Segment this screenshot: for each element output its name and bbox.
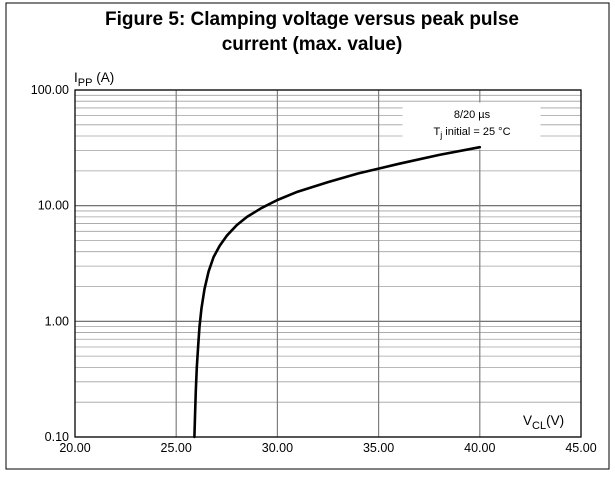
y-axis-ticks: 0.10 1.00 10.00 100.00	[31, 83, 69, 444]
x-tick-label: 30.00	[262, 441, 293, 455]
x-tick-label: 35.00	[363, 441, 394, 455]
chart-title-line2: current (max. value)	[222, 34, 403, 55]
x-axis-ticks: 20.00 25.00 30.00 35.00 40.00 45.00	[59, 441, 596, 455]
y-axis-label-main: I	[74, 70, 78, 85]
x-tick-label: 20.00	[59, 441, 90, 455]
y-axis-label-unit: (A)	[92, 70, 114, 85]
x-tick-label: 40.00	[464, 441, 495, 455]
annotation-line2: Tj initial = 25 °C	[433, 126, 510, 140]
annotation-box: 8/20 µs Tj initial = 25 °C	[402, 102, 541, 150]
y-tick-label: 100.00	[31, 83, 69, 97]
y-axis-label-sub: PP	[78, 77, 93, 89]
annotation-line2-sub: j	[439, 130, 442, 140]
plot-area	[74, 89, 582, 438]
chart-title-line1: Figure 5: Clamping voltage versus peak p…	[105, 9, 519, 30]
annotation-line1: 8/20 µs	[454, 109, 491, 121]
x-axis-label: VCL(V)	[523, 413, 564, 432]
x-axis-label-main: V	[523, 413, 532, 428]
annotation-line2-main: T	[433, 126, 440, 138]
figure-frame	[5, 2, 610, 470]
annotation-line2-rest: initial = 25 °C	[442, 126, 510, 138]
series	[193, 145, 482, 439]
x-axis-label-unit: (V)	[546, 413, 564, 428]
annotation-background	[402, 102, 541, 150]
x-axis-label-sub: CL	[532, 420, 546, 432]
x-tick-label: 25.00	[161, 441, 192, 455]
y-tick-label: 1.00	[45, 314, 69, 328]
y-tick-label: 10.00	[38, 199, 69, 213]
y-tick-label: 0.10	[45, 430, 69, 444]
x-tick-label: 45.00	[565, 441, 596, 455]
series-line	[193, 145, 482, 439]
y-axis-label: IPP (A)	[74, 70, 114, 89]
